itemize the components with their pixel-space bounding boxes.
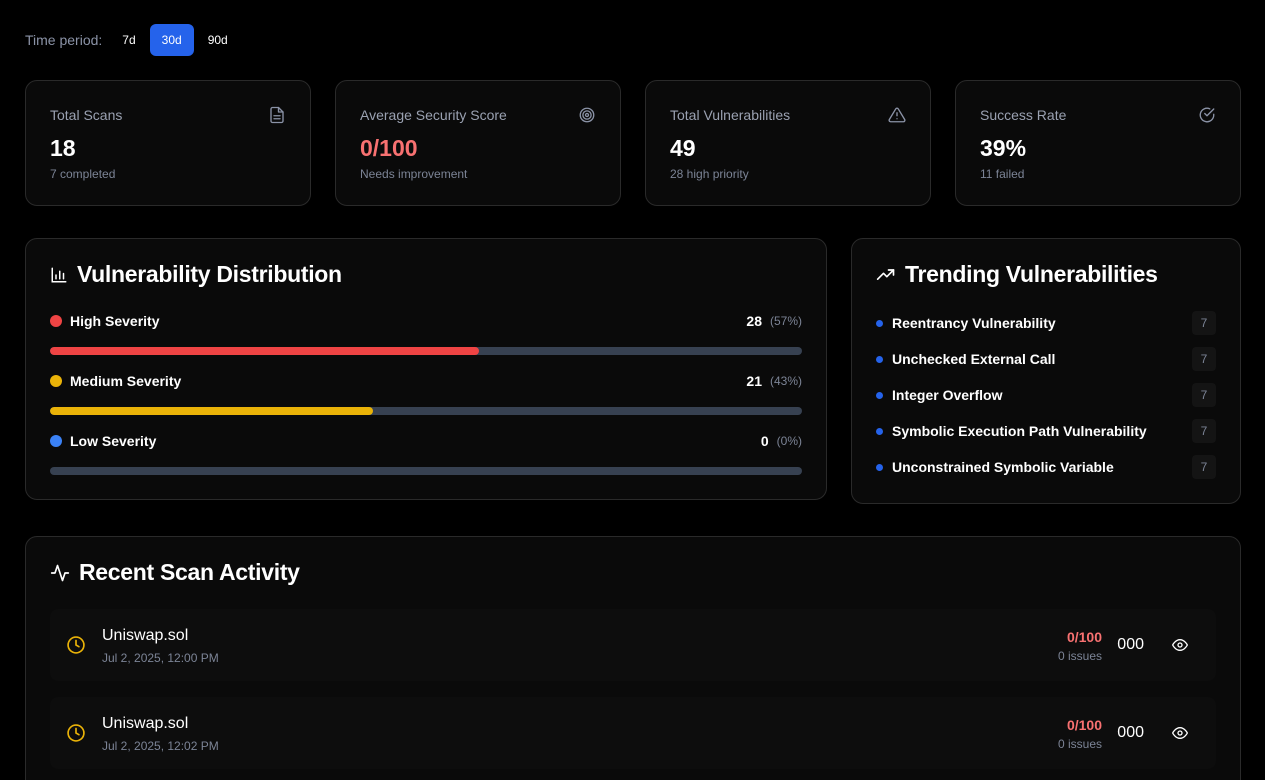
scan-score: 0/100 <box>1066 629 1102 645</box>
vulnerability-distribution-card: Vulnerability Distribution High Severity… <box>25 238 827 500</box>
scan-code: 000 <box>1117 636 1144 653</box>
severity-bar-fill <box>50 407 374 415</box>
severity-label: Low Severity <box>70 433 157 449</box>
bullet-dot <box>876 391 883 399</box>
bullet-dot <box>876 427 883 435</box>
severity-bar-track <box>50 467 802 475</box>
trending-item[interactable]: Unchecked External Call 7 <box>876 347 1216 371</box>
scan-issues: 0 issues <box>1057 649 1102 663</box>
stat-card-average-score: Average Security Score 0/100 Needs impro… <box>335 80 621 206</box>
trending-item[interactable]: Integer Overflow 7 <box>876 383 1216 407</box>
scan-file-name: Uniswap.sol <box>102 627 189 644</box>
severity-row-low: Low Severity 0 (0%) <box>50 431 802 451</box>
clock-icon <box>67 636 85 654</box>
trending-item-count: 7 <box>1192 347 1216 371</box>
trending-item-count: 7 <box>1192 311 1216 335</box>
severity-label: Medium Severity <box>70 373 182 389</box>
section-title: Recent Scan Activity <box>50 559 300 586</box>
trending-up-icon <box>876 268 895 280</box>
severity-count: 21 <box>746 373 762 389</box>
period-90d-button[interactable]: 90d <box>207 33 228 47</box>
time-period-selector: Time period: 7d 30d 90d <box>25 24 240 56</box>
recent-scan-activity-card: Recent Scan Activity Uniswap.sol Jul 2, … <box>25 536 1241 780</box>
scan-score: 0/100 <box>1066 717 1102 733</box>
severity-row-high: High Severity 28 (57%) <box>50 311 802 331</box>
scan-code: 000 <box>1117 724 1144 741</box>
severity-percent: (43%) <box>769 374 802 388</box>
severity-bar-track <box>50 407 802 415</box>
trending-item[interactable]: Unconstrained Symbolic Variable 7 <box>876 455 1216 479</box>
trending-item-count: 7 <box>1192 419 1216 443</box>
stat-subtext: Needs improvement <box>360 167 468 181</box>
stat-subtext: 7 completed <box>50 167 116 181</box>
trending-item-name: Reentrancy Vulnerability <box>892 315 1056 331</box>
clock-icon <box>67 724 85 742</box>
target-icon <box>579 107 595 123</box>
scan-activity-row[interactable]: Uniswap.sol Jul 2, 2025, 12:02 PM 0/100 … <box>50 697 1216 769</box>
stat-label: Average Security Score <box>360 107 507 123</box>
severity-label: High Severity <box>70 313 160 329</box>
section-title-text: Vulnerability Distribution <box>77 261 342 287</box>
period-30d-button[interactable]: 30d <box>149 24 194 56</box>
period-7d-button[interactable]: 7d <box>122 33 136 47</box>
severity-percent: (0%) <box>776 434 802 448</box>
activity-icon <box>50 564 70 581</box>
file-icon <box>270 106 284 124</box>
stat-subtext: 28 high priority <box>670 167 749 181</box>
time-period-label: Time period: <box>25 32 103 48</box>
stat-label: Total Vulnerabilities <box>670 107 791 123</box>
scan-issues: 0 issues <box>1057 737 1102 751</box>
warning-icon <box>888 107 906 123</box>
severity-row-medium: Medium Severity 21 (43%) <box>50 371 802 391</box>
trending-item[interactable]: Symbolic Execution Path Vulnerability 7 <box>876 419 1216 443</box>
section-title: Vulnerability Distribution <box>50 261 342 288</box>
scan-file-name: Uniswap.sol <box>102 715 189 732</box>
trending-item-name: Unconstrained Symbolic Variable <box>892 459 1114 475</box>
stat-value: 18 <box>50 135 76 161</box>
bullet-dot <box>876 319 883 327</box>
severity-percent: (57%) <box>769 314 802 328</box>
stat-value: 49 <box>670 135 696 161</box>
trending-item-name: Unchecked External Call <box>892 351 1056 367</box>
check-circle-icon <box>1199 107 1215 123</box>
trending-vulnerabilities-card: Trending Vulnerabilities Reentrancy Vuln… <box>851 238 1241 504</box>
trending-item-name: Integer Overflow <box>892 387 1003 403</box>
scan-date: Jul 2, 2025, 12:02 PM <box>102 739 219 753</box>
trending-item-count: 7 <box>1192 383 1216 407</box>
severity-dot <box>50 315 62 327</box>
stat-value: 39% <box>980 135 1027 161</box>
bullet-dot <box>876 463 883 471</box>
severity-bar-track <box>50 347 802 355</box>
stat-card-success-rate: Success Rate 39% 11 failed <box>955 80 1241 206</box>
stat-subtext: 11 failed <box>980 167 1025 181</box>
scan-activity-row[interactable]: Uniswap.sol Jul 2, 2025, 12:00 PM 0/100 … <box>50 609 1216 681</box>
bar-chart-icon <box>51 267 67 282</box>
bullet-dot <box>876 355 883 363</box>
severity-dot <box>50 435 62 447</box>
severity-count: 0 <box>760 433 769 449</box>
eye-icon[interactable] <box>1172 725 1188 741</box>
trending-item-count: 7 <box>1192 455 1216 479</box>
section-title-text: Trending Vulnerabilities <box>905 261 1158 287</box>
scan-date: Jul 2, 2025, 12:00 PM <box>102 651 219 665</box>
stat-value: 0/100 <box>360 135 418 161</box>
trending-item[interactable]: Reentrancy Vulnerability 7 <box>876 311 1216 335</box>
stat-label: Success Rate <box>980 107 1067 123</box>
section-title-text: Recent Scan Activity <box>79 559 300 585</box>
stat-card-total-vulnerabilities: Total Vulnerabilities 49 28 high priorit… <box>645 80 931 206</box>
stat-label: Total Scans <box>50 107 123 123</box>
severity-bar-fill <box>50 347 479 355</box>
severity-count: 28 <box>746 313 762 329</box>
section-title: Trending Vulnerabilities <box>876 261 1158 288</box>
stat-card-total-scans: Total Scans 18 7 completed <box>25 80 311 206</box>
eye-icon[interactable] <box>1172 637 1188 653</box>
severity-dot <box>50 375 62 387</box>
trending-item-name: Symbolic Execution Path Vulnerability <box>892 423 1147 439</box>
